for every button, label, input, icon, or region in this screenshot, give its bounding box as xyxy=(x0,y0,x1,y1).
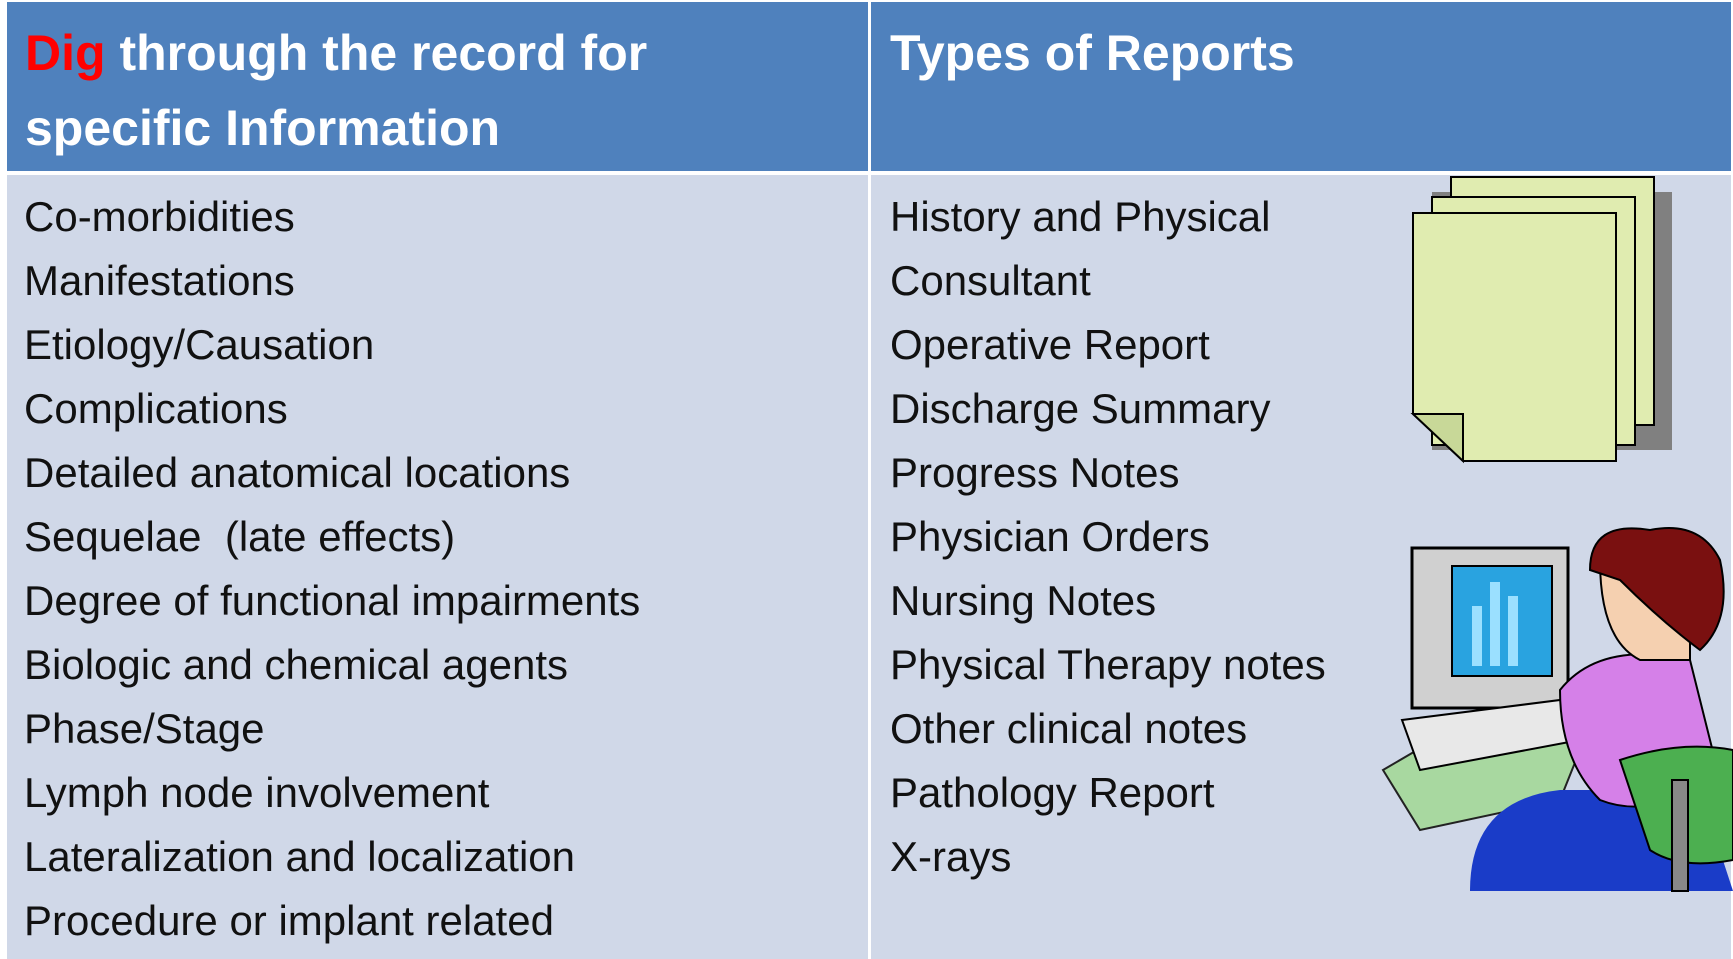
list-item: Lymph node involvement xyxy=(24,769,490,816)
header-cell: Types of Reports xyxy=(871,2,1731,171)
list-item: Lateralization and localization xyxy=(24,833,576,880)
list-item: Procedure or implant related xyxy=(24,897,554,944)
header-cell: Dig through the record for specific Info… xyxy=(7,2,868,171)
list-item: Physical Therapy notes xyxy=(890,641,1326,688)
list-item: Progress Notes xyxy=(890,449,1180,496)
list-item: X-rays xyxy=(890,833,1012,880)
list-item: Etiology/Causation xyxy=(24,321,375,368)
list-item: Detailed anatomical locations xyxy=(24,449,571,496)
list-item: Operative Report xyxy=(890,321,1210,368)
list-item: Complications xyxy=(24,385,288,432)
header-rest: through the record for specific Informat… xyxy=(25,25,648,156)
computer-user-icon xyxy=(1381,527,1733,892)
list-item: Degree of functional impairments xyxy=(24,577,641,624)
list-item: Consultant xyxy=(890,257,1091,304)
list-item: Phase/Stage xyxy=(24,705,265,752)
header-text: Dig through the record for specific Info… xyxy=(25,16,845,166)
list-item: Biologic and chemical agents xyxy=(24,641,568,688)
header-text: Types of Reports xyxy=(890,25,1295,81)
list-item: Sequelae (late effects) xyxy=(24,513,456,560)
list-item: Co-morbidities xyxy=(24,193,295,240)
list-item: Pathology Report xyxy=(890,769,1215,816)
list-item: Discharge Summary xyxy=(890,385,1271,432)
list-item: Other clinical notes xyxy=(890,705,1248,752)
list-item: Nursing Notes xyxy=(890,577,1157,624)
papers-icon xyxy=(1410,176,1672,464)
header-highlight: Dig xyxy=(25,25,106,81)
list-item: Manifestations xyxy=(24,257,295,304)
list-item: History and Physical xyxy=(890,193,1271,240)
list-item: Physician Orders xyxy=(890,513,1210,560)
body-cell xyxy=(7,175,868,959)
